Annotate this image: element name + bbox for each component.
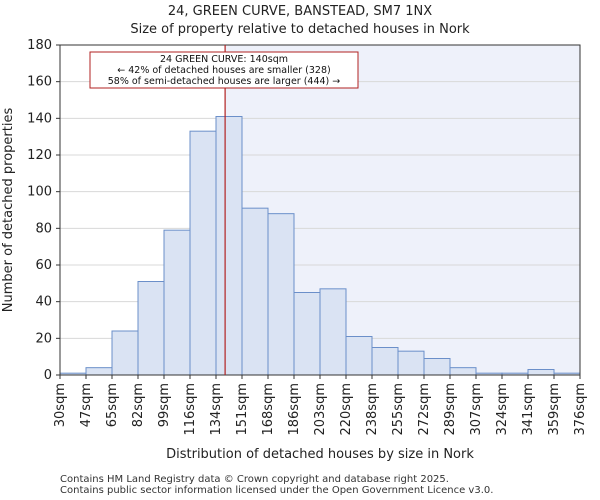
y-tick-label: 0 [44,368,52,383]
x-tick-label: 134sqm [209,383,224,436]
x-tick-label: 30sqm [53,383,68,427]
chart-subtitle: Size of property relative to detached ho… [130,22,470,37]
x-tick-label: 82sqm [131,383,146,427]
y-tick-label: 20 [35,331,52,346]
y-axis-label: Number of detached properties [1,108,16,313]
x-tick-label: 376sqm [573,383,588,436]
x-tick-label: 47sqm [79,383,94,427]
annotation-line-3: 58% of semi-detached houses are larger (… [108,76,341,87]
x-tick-label: 341sqm [521,383,536,436]
histogram-bar [423,358,451,376]
histogram-bar [189,130,217,376]
histogram-bar [241,207,269,376]
histogram-bar [293,292,321,376]
x-tick-label: 186sqm [287,383,302,436]
x-axis-label: Distribution of detached houses by size … [166,447,474,462]
x-tick-label: 168sqm [261,383,276,436]
histogram-bar [449,367,477,376]
histogram-bar [85,367,113,376]
annotation-line-2: ← 42% of detached houses are smaller (32… [117,65,330,76]
y-tick-label: 160 [27,75,52,90]
x-tick-label: 238sqm [365,383,380,436]
histogram-bar [371,347,399,376]
x-tick-label: 324sqm [495,383,510,436]
y-tick-label: 140 [27,111,52,126]
histogram-bar [345,336,373,376]
x-tick-label: 255sqm [391,383,406,436]
x-tick-label: 289sqm [443,383,458,436]
histogram-bar [267,213,295,376]
footer-line-1: Contains HM Land Registry data © Crown c… [60,474,449,485]
y-tick-label: 40 [35,295,52,310]
footer-line-2: Contains public sector information licen… [60,485,494,496]
histogram-bar [111,330,139,376]
histogram-bar [137,281,165,376]
x-tick-label: 272sqm [417,383,432,436]
histogram-bar [163,229,191,376]
histogram-bar [527,369,555,376]
chart-title: 24, GREEN CURVE, BANSTEAD, SM7 1NX [167,4,433,19]
x-tick-label: 151sqm [235,383,250,436]
annotation-box [89,51,359,89]
x-tick-label: 65sqm [105,383,120,427]
y-tick-label: 80 [35,221,52,236]
annotation-line-1: 24 GREEN CURVE: 140sqm [160,54,288,65]
x-tick-label: 359sqm [547,383,562,436]
x-tick-label: 203sqm [313,383,328,436]
x-tick-label: 116sqm [183,383,198,436]
histogram-bar [397,350,425,376]
x-tick-label: 220sqm [339,383,354,436]
y-tick-label: 180 [27,38,52,53]
x-tick-label: 307sqm [469,383,484,436]
histogram-bar [215,116,243,376]
y-tick-label: 100 [27,185,52,200]
y-tick-label: 60 [35,258,52,273]
histogram-bar [319,288,347,376]
y-tick-label: 120 [27,148,52,163]
x-tick-label: 99sqm [157,383,172,427]
